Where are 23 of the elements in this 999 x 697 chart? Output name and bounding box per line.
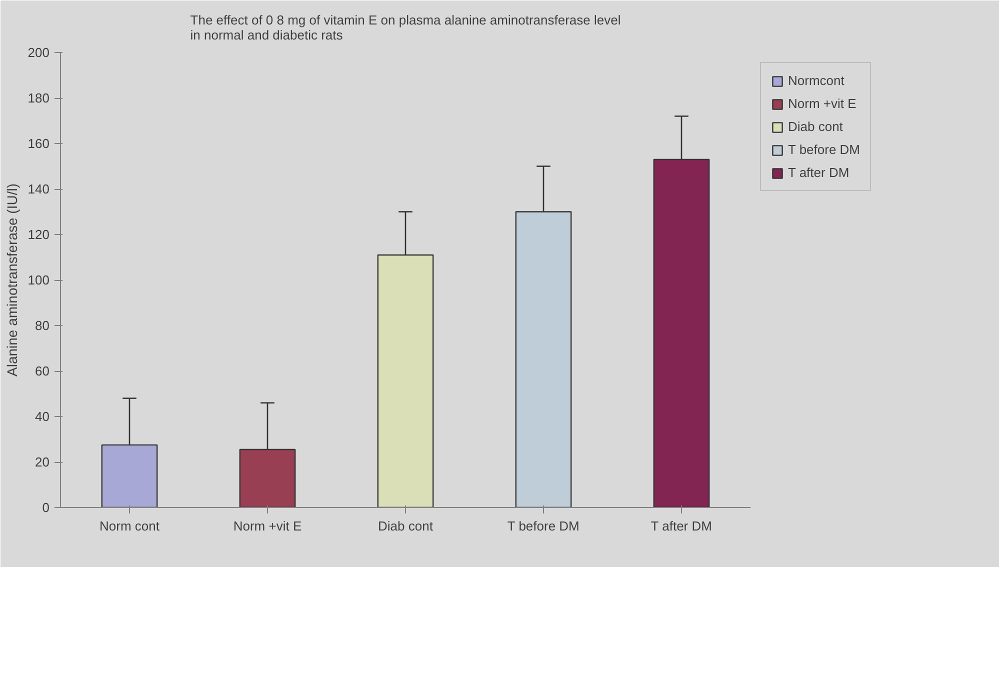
legend-label: Diab cont [788,119,843,134]
x-tick-label: T after DM [650,518,712,534]
x-tick-label: Norm cont [100,518,160,534]
y-axis-title: Alanine aminotransferase (IU/l) [4,184,20,376]
y-tick-label: 200 [28,45,50,60]
y-tick-label: 80 [35,318,50,333]
legend-label: Norm +vit E [788,96,856,111]
x-tick-label: Diab cont [378,518,434,534]
y-tick-label: 0 [42,500,50,515]
y-tick-label: 140 [28,182,50,196]
legend-label: T before DM [788,142,860,157]
y-tick-label: 160 [28,136,50,151]
legend-label: T after DM [788,165,850,180]
y-tick-label: 100 [28,272,50,288]
y-tick-label: 60 [35,364,50,378]
x-tick-label: Norm +vit E [233,518,302,534]
legend-label: Normcont [788,73,844,88]
y-tick-label: 40 [35,409,50,424]
chart-title: The effect of 0 8 mg of vitamin E on plasma alanine aminotransferase level in normal and diabetic rats [190,12,621,42]
y-tick-label: 20 [35,454,50,470]
x-tick-label: T before DM [507,518,580,534]
y-tick-label: 120 [28,227,50,242]
y-tick-label: 180 [28,90,50,106]
